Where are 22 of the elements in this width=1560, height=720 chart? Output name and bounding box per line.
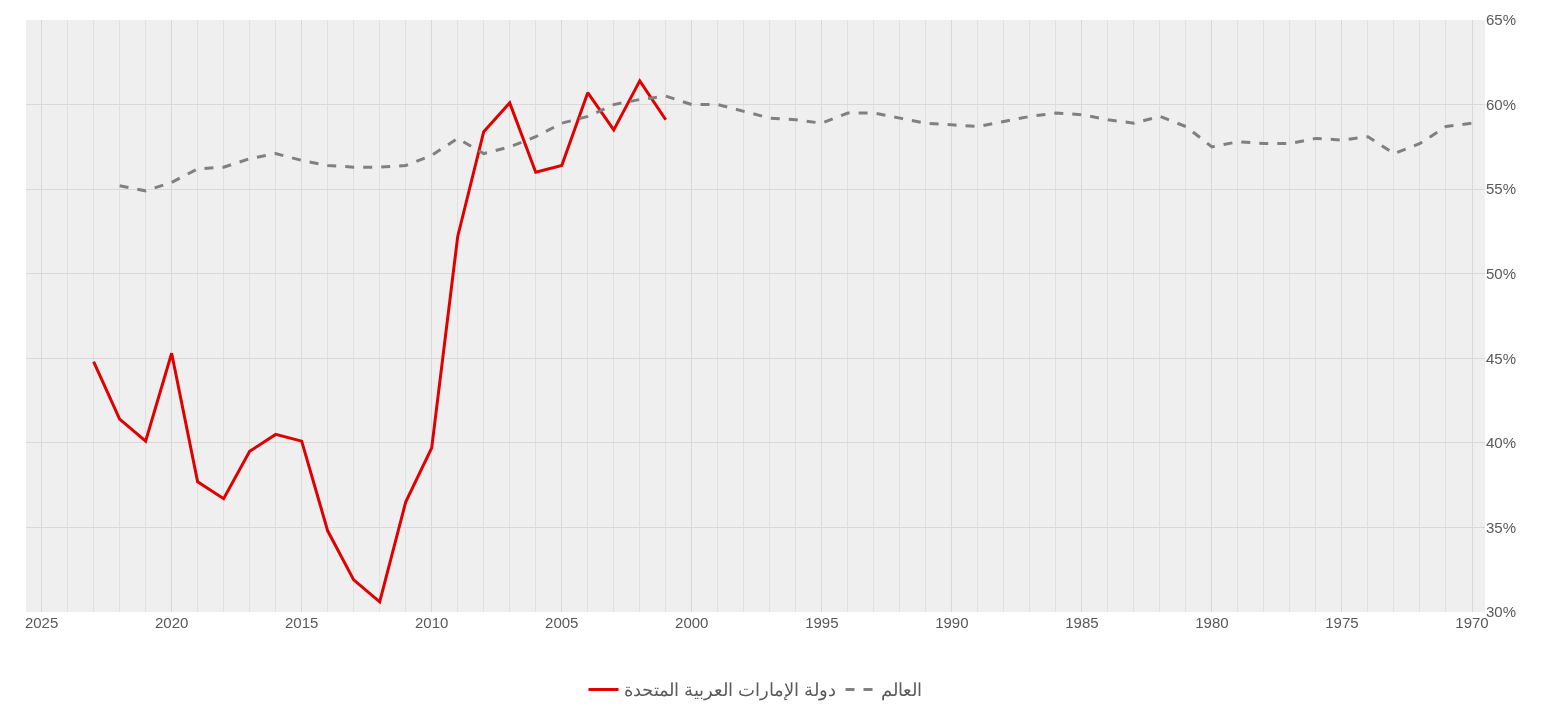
y-tick-label: 35% <box>1486 518 1517 536</box>
x-tick-label: 1980 <box>1195 614 1229 631</box>
x-tick-label: 2010 <box>415 614 449 631</box>
x-tick-label: 2005 <box>545 614 579 631</box>
y-tick-label: 55% <box>1486 180 1517 198</box>
x-tick-label: 1990 <box>935 614 969 631</box>
y-tick-label: 40% <box>1486 434 1517 452</box>
x-tick-label: 2025 <box>24 614 59 631</box>
legend-label: دولة الإمارات العربية المتحدة <box>623 680 836 702</box>
line-series <box>118 94 1474 193</box>
x-tick-label: 1985 <box>1065 614 1099 631</box>
x-tick-label: 2015 <box>284 614 319 631</box>
y-tick-label: 60% <box>1486 95 1517 113</box>
legend-label: العالم <box>880 680 922 702</box>
x-tick-label: 2020 <box>154 614 189 631</box>
y-tick-label: 65% <box>1486 11 1517 29</box>
y-tick-label: 50% <box>1486 264 1517 282</box>
x-tick-label: 2000 <box>675 614 709 631</box>
x-tick-label: 1995 <box>805 614 839 631</box>
y-tick-label: 45% <box>1486 349 1517 367</box>
line-series <box>92 79 668 604</box>
x-tick-label: 1975 <box>1325 614 1359 631</box>
